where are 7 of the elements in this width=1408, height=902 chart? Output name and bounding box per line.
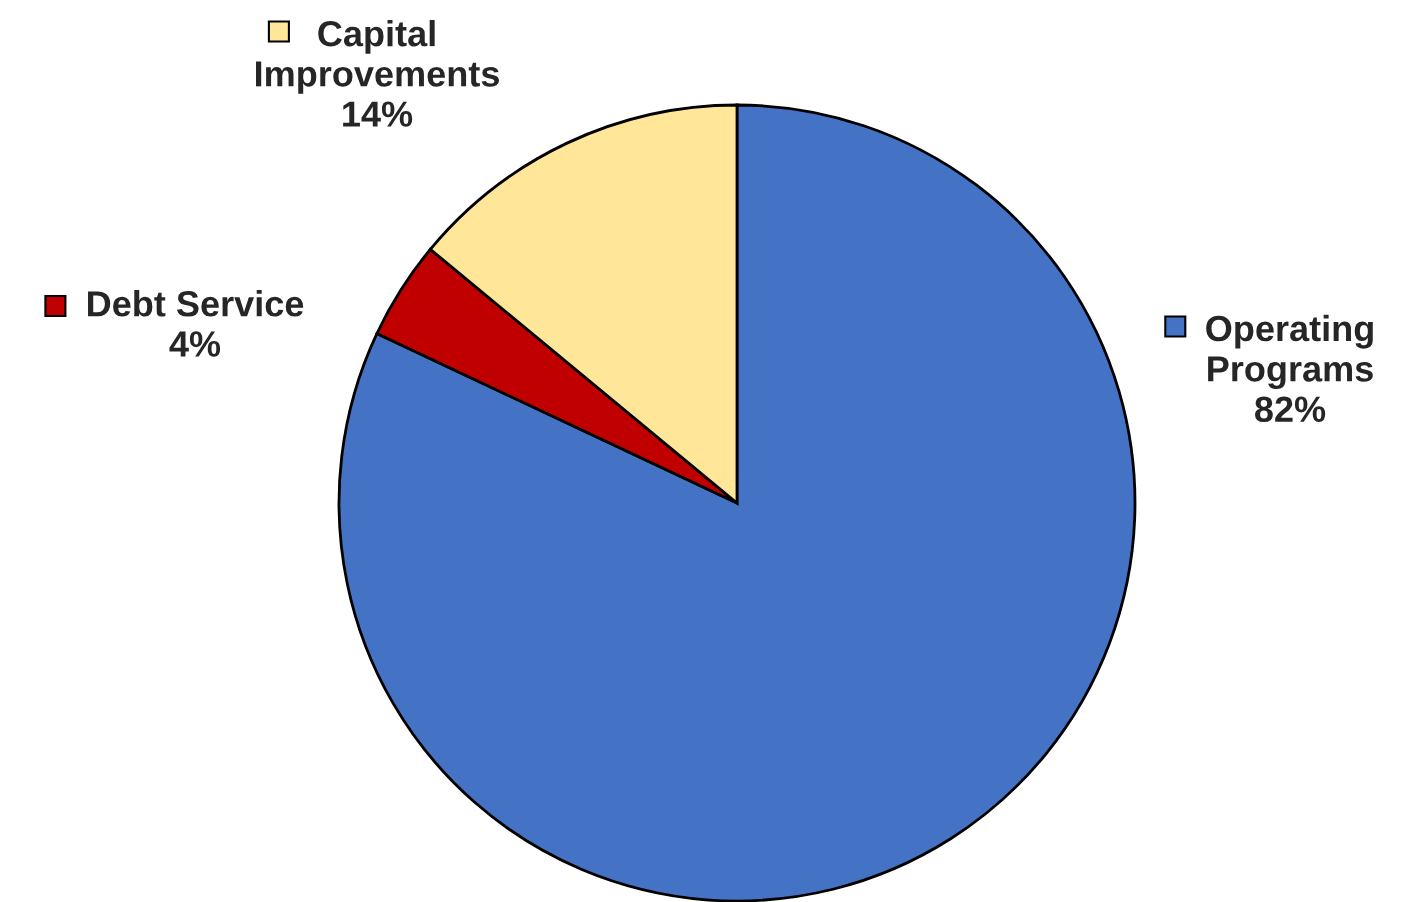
legend-label: Capital Improvements: [256, 19, 499, 94]
data-label: 4%: [169, 331, 221, 357]
data-label: 14%: [343, 101, 413, 127]
legend-label: Operating Programs: [1206, 314, 1373, 389]
data-label: 82%: [1255, 396, 1326, 423]
pie-slice: [337, 103, 1137, 902]
legend-label: Debt Service: [88, 290, 304, 317]
